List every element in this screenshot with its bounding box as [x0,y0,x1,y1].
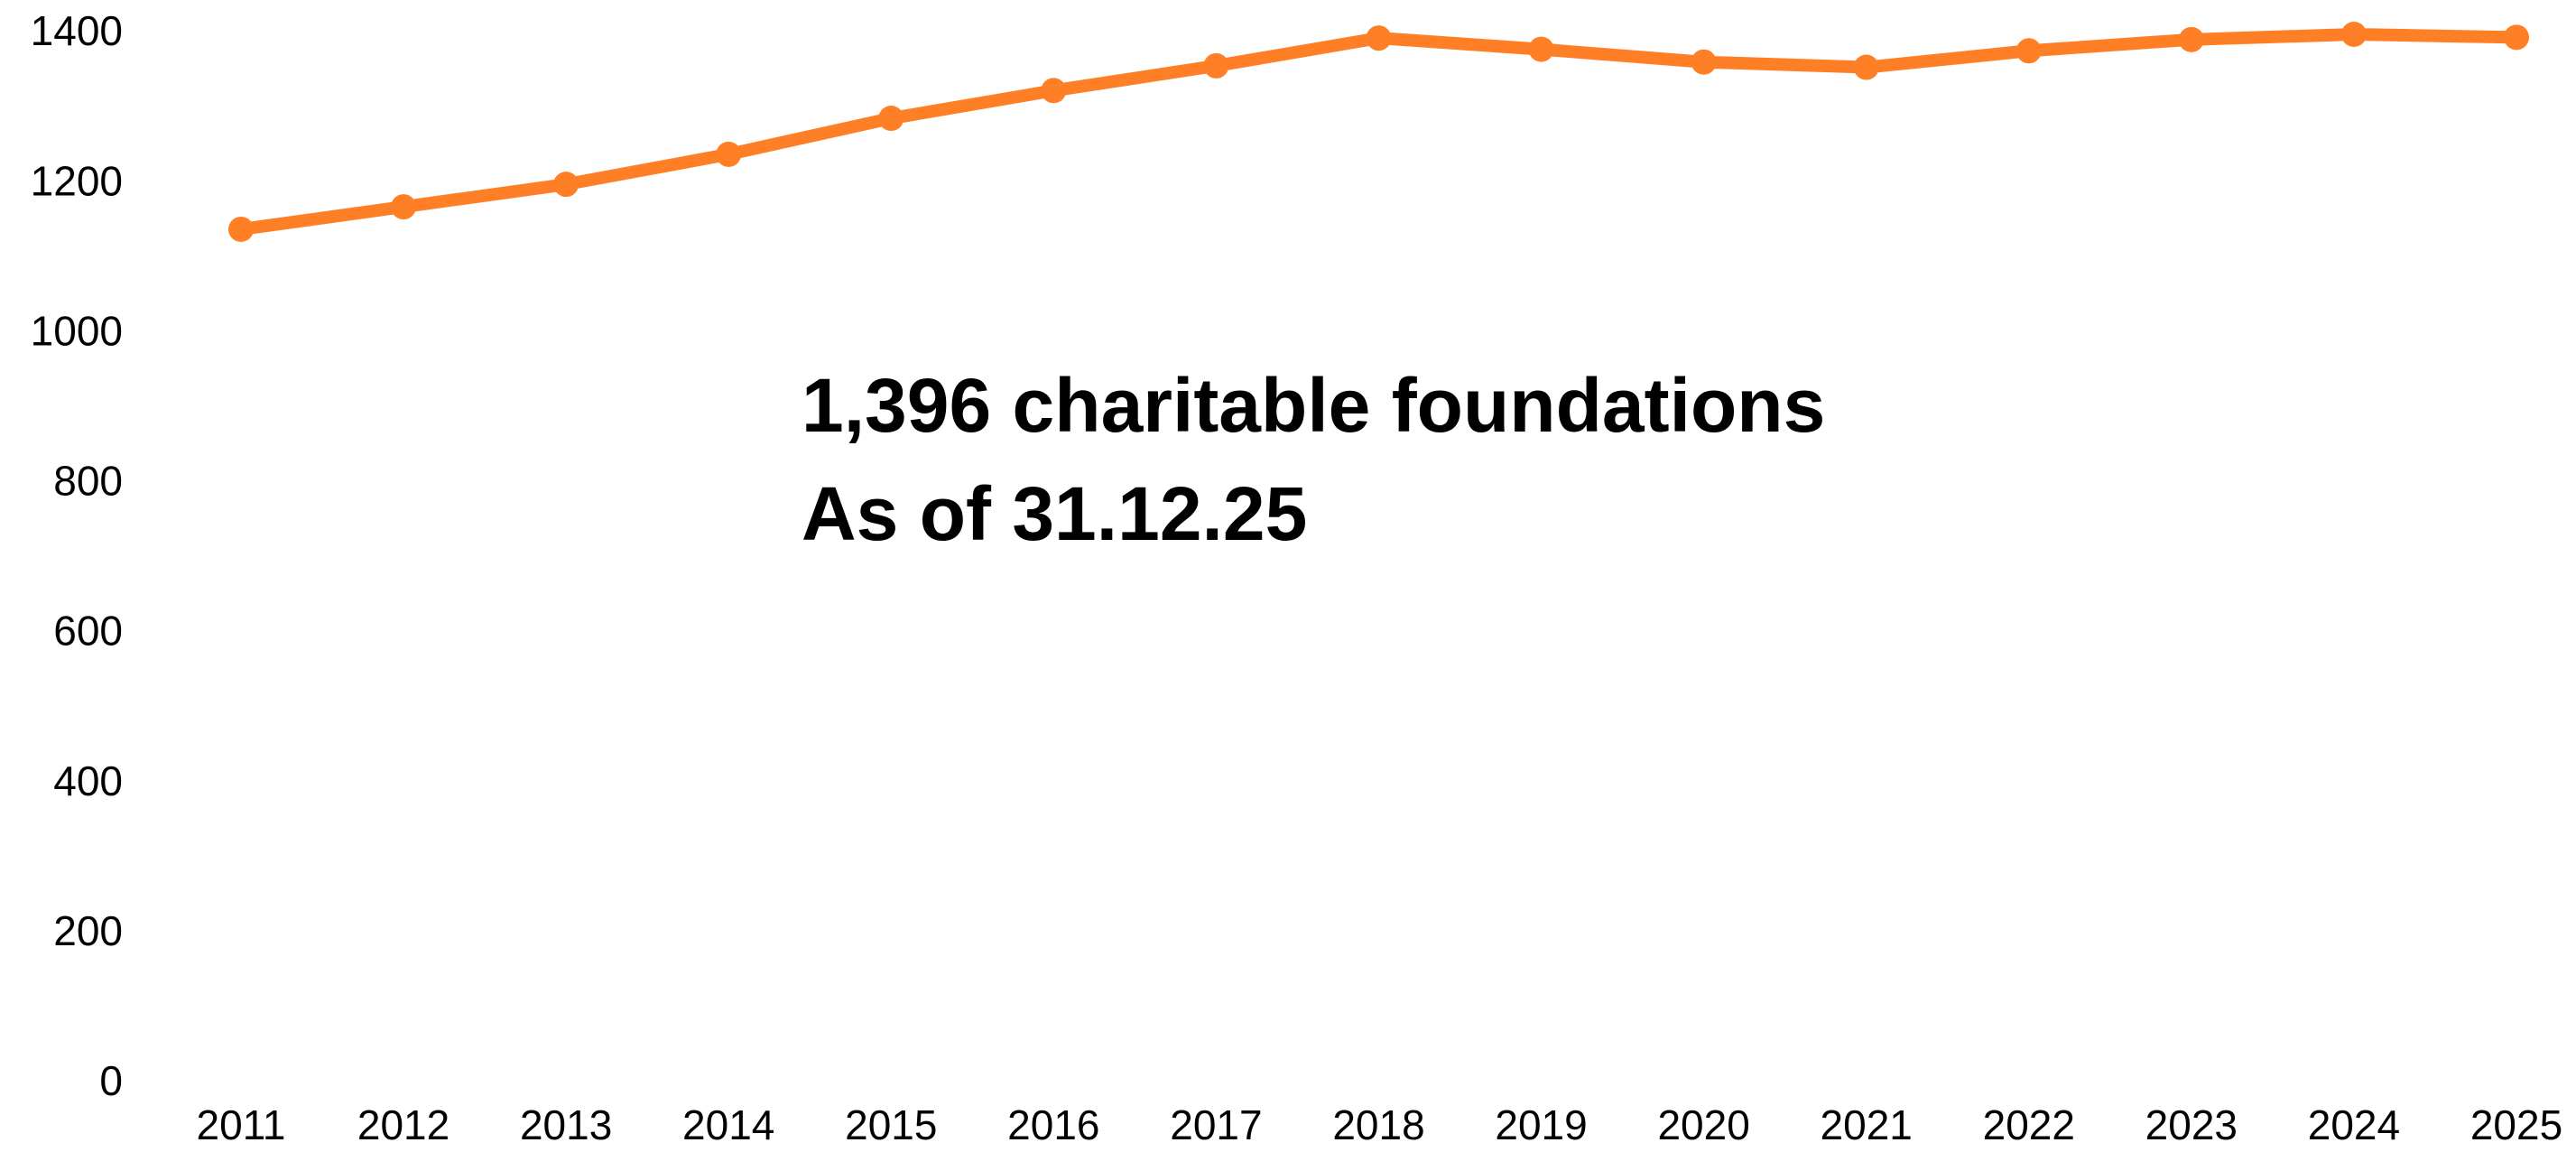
x-tick-label: 2017 [1170,1101,1262,1148]
x-tick-label: 2012 [357,1101,449,1148]
marker [1691,49,1717,75]
x-tick-label: 2015 [845,1101,937,1148]
marker [553,172,579,198]
marker [2178,26,2204,52]
marker [1041,78,1067,104]
y-tick-label: 1200 [31,157,123,204]
line [235,28,2523,236]
x-tick-label: 2011 [197,1101,286,1148]
y-tick-label: 200 [53,907,123,954]
marker [391,194,417,220]
annotation-line: As of 31.12.25 [802,471,1307,556]
x-tick-label: 2022 [1983,1101,2075,1148]
marker [1203,52,1229,79]
y-tick-label: 1400 [31,7,123,54]
x-tick-label: 2018 [1332,1101,1424,1148]
marker [2340,22,2367,47]
x-tick-label: 2020 [1657,1101,1749,1148]
x-tick-label: 2013 [520,1101,612,1148]
marker [878,106,904,132]
marker [2015,38,2042,64]
marker [1853,54,1879,80]
marker [2504,24,2529,51]
x-tick-label: 2014 [682,1101,774,1148]
x-tick-label: 2024 [2308,1101,2400,1148]
y-tick-label: 0 [99,1057,123,1104]
marker [1366,25,1392,51]
y-tick-label: 800 [53,458,123,505]
y-tick-label: 1000 [31,307,123,354]
marker [716,141,742,167]
x-tick-label: 2025 [2470,1101,2562,1148]
y-tick-label: 400 [53,757,123,804]
annotation-line: 1,396 charitable foundations [802,363,1825,448]
x-tick-label: 2023 [2145,1101,2238,1148]
x-tick-label: 2016 [1007,1101,1099,1148]
y-tick-label: 600 [53,608,123,655]
x-tick-label: 2019 [1495,1101,1587,1148]
marker [228,216,254,242]
marker [1528,36,1554,62]
x-tick-label: 2021 [1821,1101,1913,1148]
